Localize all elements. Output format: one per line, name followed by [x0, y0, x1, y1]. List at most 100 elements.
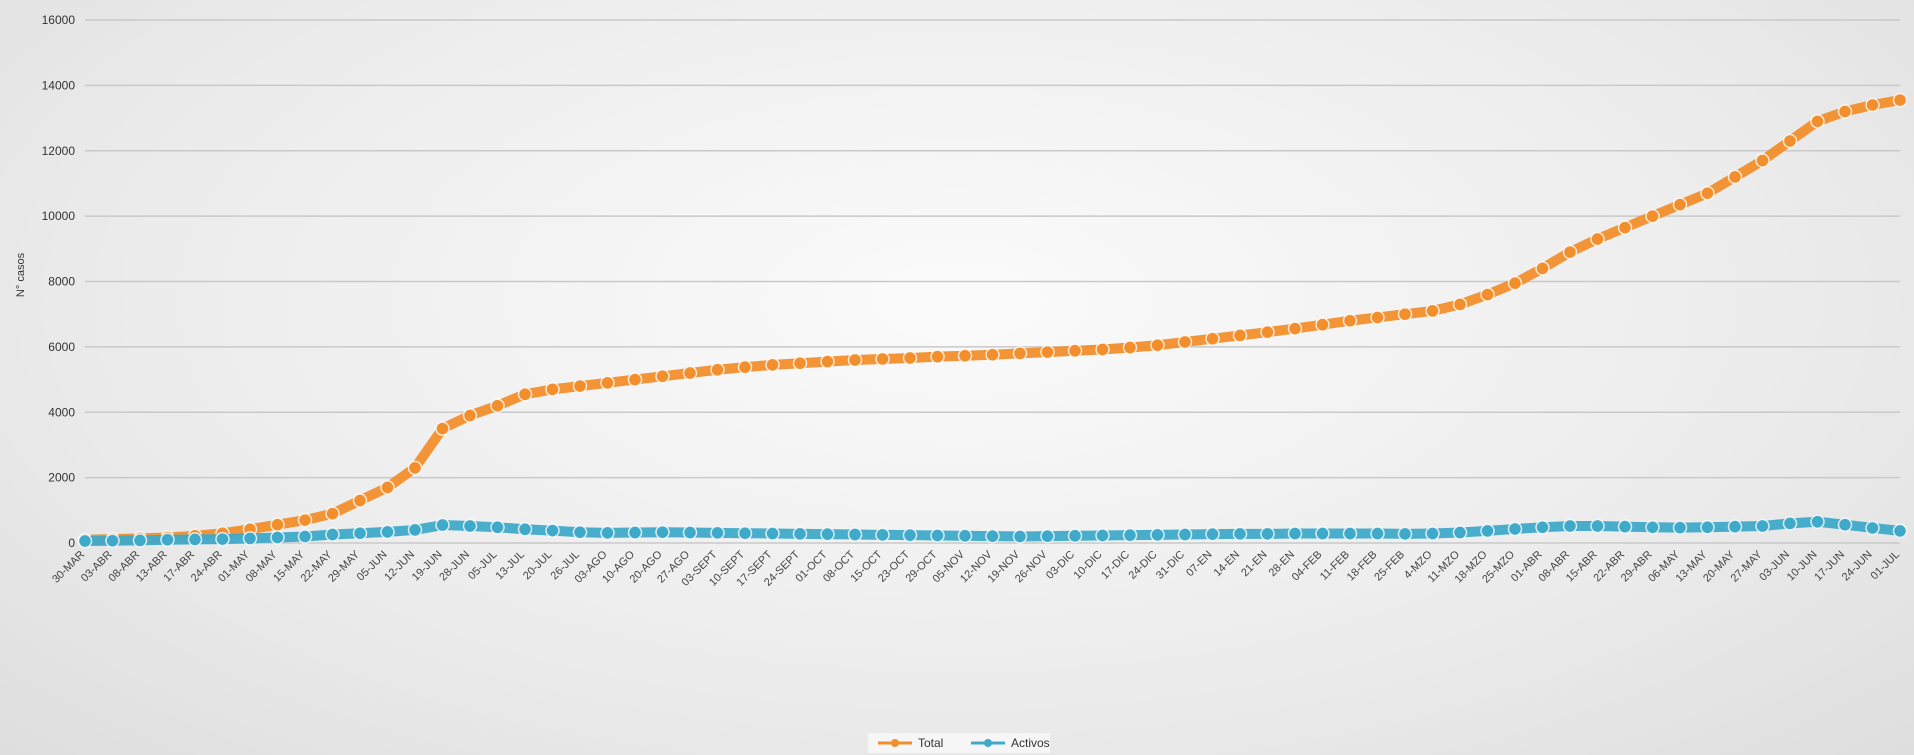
data-point	[627, 525, 643, 540]
data-point	[490, 520, 505, 535]
data-point	[1617, 220, 1633, 235]
data-point	[985, 528, 1000, 544]
data-point	[1700, 185, 1715, 201]
data-point	[187, 532, 203, 547]
data-point	[297, 512, 313, 528]
legend-swatch-marker	[891, 739, 899, 747]
data-point	[105, 533, 120, 548]
data-point	[517, 387, 533, 402]
legend: Total Activos	[868, 733, 1050, 753]
data-point	[1782, 516, 1798, 531]
data-point	[1782, 133, 1798, 149]
data-point	[297, 529, 313, 544]
x-tick-label: 04-FEB	[1290, 549, 1325, 584]
y-tick-label: 16000	[42, 13, 76, 27]
data-point	[1892, 523, 1908, 539]
legend-entry: Activos	[971, 736, 1050, 750]
data-point	[1507, 521, 1523, 537]
series	[77, 92, 1908, 549]
data-point	[737, 359, 753, 375]
data-point	[1370, 310, 1385, 325]
data-point	[380, 480, 395, 495]
data-point	[820, 526, 835, 542]
data-point	[545, 523, 560, 538]
data-point	[572, 524, 588, 540]
data-point	[1755, 518, 1770, 534]
x-tick-label: 30-MAR	[50, 549, 87, 586]
data-point	[1507, 275, 1523, 291]
x-tick-label: 17-DIC	[1099, 549, 1132, 582]
y-tick-label: 6000	[48, 340, 75, 354]
data-point	[1397, 306, 1413, 322]
data-point	[627, 372, 643, 387]
data-point	[1150, 337, 1165, 353]
data-point	[462, 518, 478, 534]
data-point	[710, 525, 725, 541]
data-point	[1040, 344, 1055, 360]
data-point	[930, 349, 945, 364]
data-point	[985, 347, 1000, 362]
data-point	[710, 362, 725, 378]
y-axis: 0 2000 4000 6000 8000 10000 12000 14000 16000	[42, 13, 76, 550]
gridlines	[85, 19, 1900, 544]
y-tick-label: 2000	[48, 471, 75, 485]
data-point	[875, 351, 890, 367]
data-point	[957, 528, 973, 544]
data-point	[1177, 334, 1193, 350]
y-tick-label: 4000	[48, 405, 75, 419]
data-point	[1617, 519, 1633, 534]
data-point	[1232, 328, 1248, 343]
data-point	[1590, 518, 1605, 534]
data-point	[1122, 527, 1138, 543]
x-tick-label: 07-EN	[1184, 549, 1215, 580]
x-tick-label: 27-MAY	[1729, 548, 1765, 584]
data-point	[1535, 261, 1550, 276]
data-point	[1067, 528, 1083, 544]
data-point	[1095, 342, 1110, 357]
x-tick-label: 29-MAY	[326, 548, 362, 584]
data-point	[1232, 526, 1248, 542]
x-tick-label: 10-DIC	[1071, 549, 1104, 582]
data-point	[765, 357, 780, 373]
data-point	[1040, 528, 1055, 544]
y-axis-title: N° casos	[15, 252, 27, 297]
data-point	[1315, 526, 1330, 541]
data-point	[1562, 518, 1578, 534]
data-point	[1562, 244, 1578, 260]
data-point	[435, 517, 450, 533]
data-point	[765, 526, 780, 541]
data-point	[902, 350, 918, 366]
data-point	[1012, 529, 1028, 544]
data-point	[1892, 92, 1908, 108]
x-tick-label: 05-JUL	[466, 549, 500, 583]
legend-entry: Total	[878, 736, 943, 750]
data-point	[1150, 527, 1165, 543]
data-point	[1067, 343, 1083, 359]
x-tick-label: 01-JUL	[1869, 549, 1903, 583]
data-point	[1342, 313, 1358, 328]
data-point	[600, 525, 615, 541]
data-point	[682, 525, 698, 540]
series-activos	[77, 514, 1908, 549]
data-point	[902, 527, 918, 543]
data-point	[132, 533, 148, 548]
series-line	[80, 95, 1905, 545]
data-point	[1452, 297, 1468, 312]
data-point	[407, 522, 423, 538]
y-tick-label: 10000	[42, 209, 76, 223]
data-point	[1865, 520, 1880, 536]
data-point	[1205, 526, 1220, 542]
legend-box	[868, 733, 1050, 753]
x-tick-label: 03-DIC	[1044, 549, 1077, 582]
data-point	[1755, 153, 1770, 168]
data-point	[1342, 526, 1358, 541]
data-point	[875, 527, 890, 543]
data-point	[270, 530, 285, 545]
data-point	[1315, 317, 1330, 332]
data-point	[1012, 346, 1028, 361]
data-point	[325, 527, 340, 542]
x-tick-label: 24-DIC	[1126, 549, 1159, 582]
y-tick-label: 12000	[42, 144, 76, 158]
